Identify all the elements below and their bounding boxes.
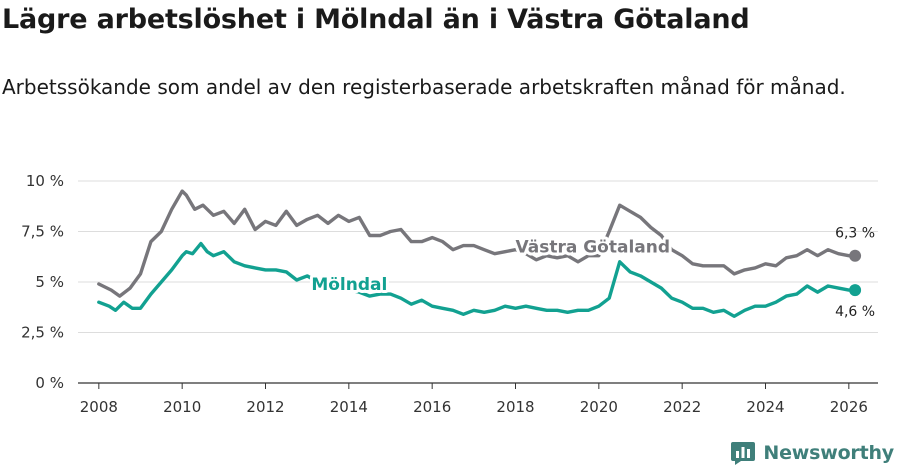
series-labels: 6,3 % 4,6 % Västra Götaland Mölndal xyxy=(308,226,875,320)
y-axis: 0 % 2,5 % 5 % 7,5 % 10 % xyxy=(21,172,64,392)
end-point-v-stra-g-taland xyxy=(849,249,862,262)
end-value-label-v-stra-g-taland: 6,3 % xyxy=(835,226,875,242)
x-tick-label: 2020 xyxy=(580,398,618,416)
series-name-label-v-stra-g-taland: Västra Götaland xyxy=(516,238,671,258)
y-tick-label: 7,5 % xyxy=(21,223,64,241)
end-point-m-lndal xyxy=(849,284,862,297)
x-tick-label: 2024 xyxy=(746,398,784,416)
x-tick-label: 2026 xyxy=(830,398,868,416)
x-tick-label: 2012 xyxy=(246,398,284,416)
y-tick-label: 5 % xyxy=(35,273,64,291)
grid-lines xyxy=(78,180,878,333)
chart-subtitle: Arbetssökande som andel av den registerb… xyxy=(2,75,846,99)
x-tick-label: 2018 xyxy=(496,398,534,416)
brand-name: Newsworthy xyxy=(763,442,894,464)
bar-chart-icon xyxy=(731,442,756,465)
x-axis: 2008 2010 2012 2014 2016 2018 2020 2022 2024 2026 xyxy=(78,382,878,416)
series-name-label-m-lndal: Mölndal xyxy=(311,275,387,295)
x-tick-label: 2010 xyxy=(163,398,201,416)
x-tick-label: 2014 xyxy=(330,398,368,416)
series-lines xyxy=(97,189,862,318)
y-tick-label: 10 % xyxy=(26,172,64,190)
y-tick-label: 0 % xyxy=(35,374,64,392)
end-value-label-m-lndal: 4,6 % xyxy=(835,304,875,320)
chart-title: Lägre arbetslöshet i Mölndal än i Västra… xyxy=(2,4,750,35)
newsworthy-logo: Newsworthy xyxy=(730,440,894,466)
y-tick-label: 2,5 % xyxy=(21,324,64,342)
series-line-m-lndal xyxy=(97,241,857,318)
x-tick-label: 2016 xyxy=(413,398,451,416)
series-line-v-stra-g-taland xyxy=(97,189,857,298)
x-tick-label: 2008 xyxy=(80,398,118,416)
x-tick-label: 2022 xyxy=(663,398,701,416)
